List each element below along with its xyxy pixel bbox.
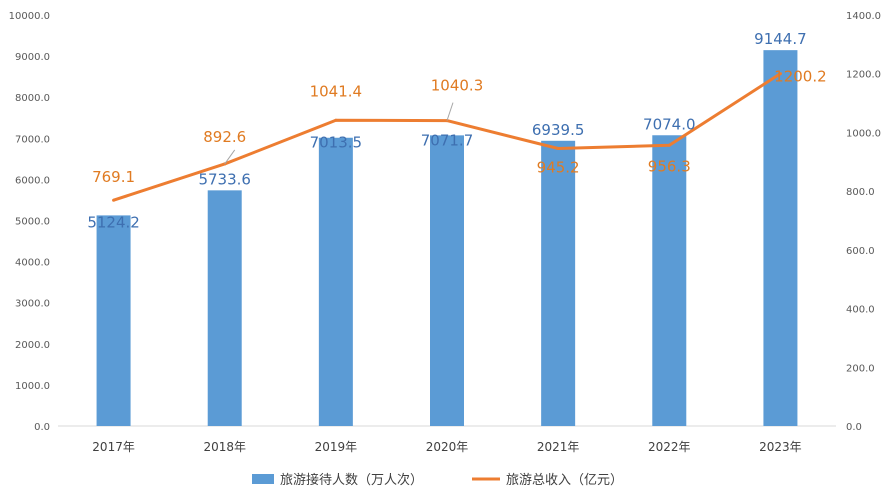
- y-left-tick-label: 1000.0: [15, 381, 50, 392]
- x-tick-label: 2023年: [759, 440, 802, 454]
- axes-layer: 0.0 1000.0 2000.0 3000.0 4000.0 5000.0 6000.0 7…: [9, 11, 881, 454]
- line-data-label: 945.2: [537, 159, 580, 177]
- bar-data-label: 9144.7: [754, 30, 807, 48]
- line-data-label: 1040.3: [431, 77, 484, 95]
- y-left-tick-label: 9000.0: [15, 52, 50, 63]
- labels-layer: 5124.2 5733.6 7013.5 7071.7 6939.5 7074.0 9144…: [87, 30, 826, 231]
- label-leader-line: [446, 102, 454, 121]
- y-right-tick-label: 200.0: [846, 363, 875, 374]
- y-left-tick-label: 3000.0: [15, 299, 50, 310]
- y-left-tick-label: 2000.0: [15, 340, 50, 351]
- y-right-tick-label: 600.0: [846, 246, 875, 257]
- bars-layer: [96, 50, 798, 426]
- line-data-label: 1041.4: [310, 82, 363, 100]
- line-data-label: 769.1: [92, 168, 135, 186]
- bar: [652, 135, 687, 426]
- x-tick-label: 2018年: [203, 440, 246, 454]
- bar: [430, 135, 464, 426]
- line-data-label: 956.3: [648, 157, 691, 175]
- x-tick-label: 2019年: [315, 440, 358, 454]
- y-left-tick-label: 6000.0: [15, 175, 50, 186]
- bar-data-label: 5733.6: [198, 170, 251, 188]
- bar: [541, 140, 576, 426]
- y-right-tick-label: 800.0: [846, 187, 875, 198]
- x-tick-label: 2022年: [648, 440, 691, 454]
- y-right-tick-label: 0.0: [846, 422, 862, 433]
- x-tick-label: 2020年: [426, 440, 469, 454]
- y-left-tick-label: 0.0: [34, 422, 50, 433]
- y-right-tick-label: 1000.0: [846, 128, 881, 139]
- y-right-tick-label: 400.0: [846, 305, 875, 316]
- x-tick-label: 2017年: [92, 440, 135, 454]
- legend: 旅游接待人数（万人次） 旅游总收入（亿元）: [252, 472, 623, 488]
- line-point: [556, 147, 560, 151]
- bar-data-label: 7071.7: [421, 131, 474, 149]
- y-right-tick-label: 1200.0: [846, 70, 881, 81]
- legend-line-label: 旅游总收入（亿元）: [506, 473, 623, 488]
- y-left-tick-label: 10000.0: [9, 11, 50, 22]
- line-point: [334, 118, 338, 122]
- y-left-tick-label: 8000.0: [15, 93, 50, 104]
- bar: [96, 215, 131, 426]
- bar: [207, 190, 242, 426]
- legend-bar-swatch: [252, 474, 274, 484]
- bar-data-label: 7074.0: [643, 115, 696, 133]
- label-leader-line: [224, 149, 236, 165]
- bar: [763, 50, 798, 426]
- bar-data-label: 6939.5: [532, 121, 585, 139]
- y-right-tick-label: 1400.0: [846, 11, 881, 22]
- y-left-tick-label: 4000.0: [15, 258, 50, 269]
- line-data-label: 1200.2: [774, 68, 827, 86]
- line-point: [778, 72, 782, 76]
- line-data-label: 892.6: [203, 128, 246, 146]
- legend-bar-label: 旅游接待人数（万人次）: [280, 472, 423, 488]
- bar: [318, 137, 353, 426]
- line-point: [112, 198, 116, 202]
- y-left-tick-label: 7000.0: [15, 134, 50, 145]
- bar-data-label: 7013.5: [310, 134, 363, 152]
- y-left-tick-label: 5000.0: [15, 217, 50, 228]
- x-tick-label: 2021年: [537, 440, 580, 454]
- line-point: [667, 143, 671, 147]
- bar-data-label: 5124.2: [87, 213, 140, 231]
